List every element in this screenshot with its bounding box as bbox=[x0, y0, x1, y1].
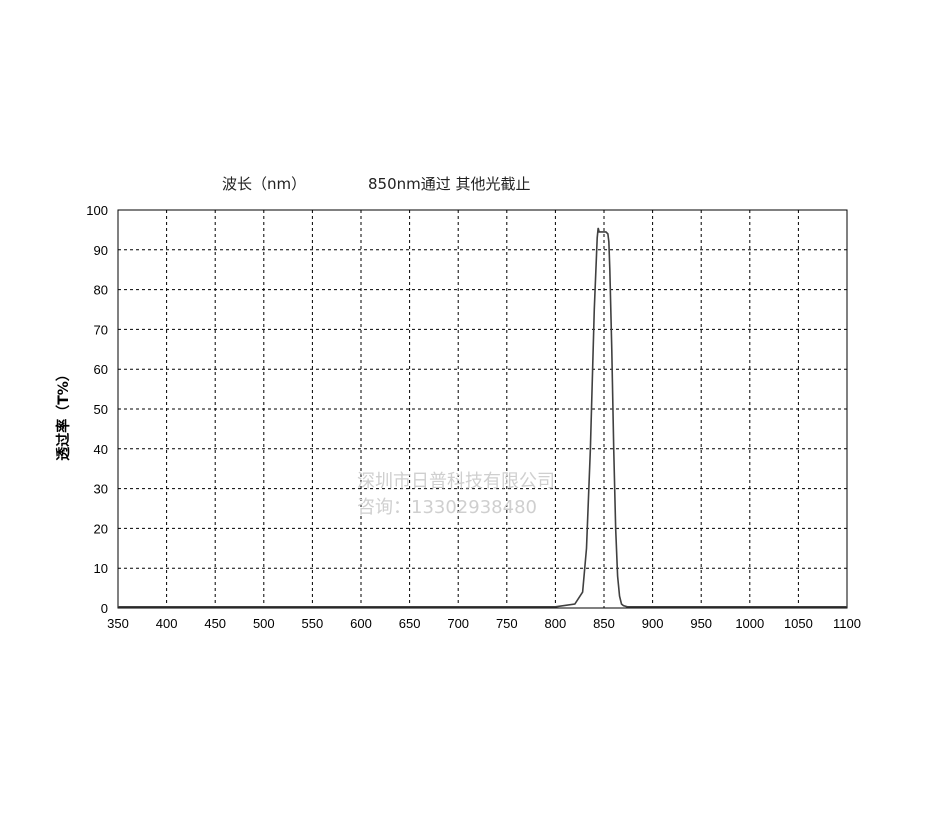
x-tick-label-1050: 1050 bbox=[784, 616, 813, 631]
x-tick-label-450: 450 bbox=[204, 616, 226, 631]
x-tick-label-800: 800 bbox=[545, 616, 567, 631]
watermark-phone: 咨询：13302938480 bbox=[357, 497, 537, 518]
y-tick-label-10: 10 bbox=[94, 561, 108, 576]
y-axis-label: 透过率（T%） bbox=[55, 367, 72, 461]
y-tick-label-80: 80 bbox=[94, 283, 108, 298]
x-tick-label-750: 750 bbox=[496, 616, 518, 631]
y-tick-label-90: 90 bbox=[94, 243, 108, 258]
x-tick-label-950: 950 bbox=[690, 616, 712, 631]
y-tick-label-100: 100 bbox=[86, 203, 108, 218]
x-tick-label-400: 400 bbox=[156, 616, 178, 631]
y-tick-label-60: 60 bbox=[94, 362, 108, 377]
x-tick-label-1100: 1100 bbox=[833, 616, 861, 631]
x-tick-label-600: 600 bbox=[350, 616, 372, 631]
y-tick-labels: 0 10 20 30 40 50 60 70 80 90 100 bbox=[86, 203, 108, 616]
x-tick-label-850: 850 bbox=[593, 616, 615, 631]
series-line-transmission bbox=[118, 227, 847, 608]
x-tick-label-1000: 1000 bbox=[735, 616, 764, 631]
x-tick-label-550: 550 bbox=[302, 616, 324, 631]
x-tick-label-700: 700 bbox=[447, 616, 469, 631]
y-tick-label-40: 40 bbox=[94, 442, 108, 457]
x-tick-label-900: 900 bbox=[642, 616, 664, 631]
chart-title-description: 850nm通过 其他光截止 bbox=[368, 175, 531, 193]
x-tick-label-350: 350 bbox=[107, 616, 129, 631]
y-tick-label-70: 70 bbox=[94, 322, 108, 337]
x-tick-label-650: 650 bbox=[399, 616, 421, 631]
x-tick-label-500: 500 bbox=[253, 616, 275, 631]
chart-title-wavelength: 波长（nm） bbox=[222, 175, 306, 193]
y-tick-label-0: 0 bbox=[101, 601, 108, 616]
grid-lines bbox=[118, 210, 847, 608]
x-tick-labels: 350 400 450 500 550 600 650 700 750 800 850 900 950 1… bbox=[107, 616, 861, 631]
y-tick-label-20: 20 bbox=[94, 521, 108, 536]
y-tick-label-30: 30 bbox=[94, 482, 108, 497]
watermark-company: 深圳市日普科技有限公司 bbox=[357, 471, 555, 492]
plot-frame bbox=[117, 209, 848, 609]
y-tick-label-50: 50 bbox=[94, 402, 108, 417]
